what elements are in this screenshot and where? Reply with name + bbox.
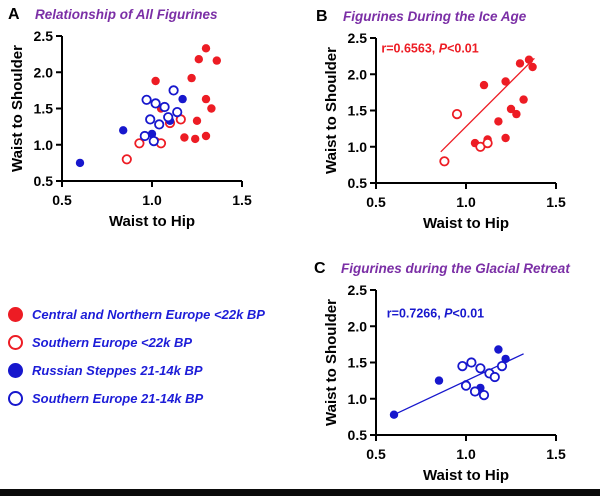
panel-a-label: A xyxy=(8,6,20,23)
svg-text:0.5: 0.5 xyxy=(366,446,386,462)
svg-text:0.5: 0.5 xyxy=(366,194,386,210)
svg-text:1.0: 1.0 xyxy=(456,194,476,210)
svg-text:1.0: 1.0 xyxy=(34,137,54,153)
legend-item-southern-europe-22k: Southern Europe <22k BP xyxy=(6,328,265,356)
svg-text:0.5: 0.5 xyxy=(34,173,54,189)
svg-text:1.5: 1.5 xyxy=(232,192,252,208)
panel-b-label: B xyxy=(316,8,328,25)
filled-red-circle-icon xyxy=(8,306,23,322)
svg-text:1.0: 1.0 xyxy=(456,446,476,462)
svg-text:1.5: 1.5 xyxy=(34,101,54,117)
filled-blue-circle-icon xyxy=(8,362,23,378)
legend-item-southern-europe-21-14k: Southern Europe 21-14k BP xyxy=(6,384,265,412)
svg-text:1.5: 1.5 xyxy=(546,446,566,462)
svg-text:2.0: 2.0 xyxy=(34,64,54,80)
svg-text:r=0.7266, P<0.01: r=0.7266, P<0.01 xyxy=(387,307,484,321)
svg-text:2.5: 2.5 xyxy=(348,282,368,298)
svg-text:1.0: 1.0 xyxy=(348,391,368,407)
svg-text:0.5: 0.5 xyxy=(52,192,72,208)
svg-text:Waist to Shoulder: Waist to Shoulder xyxy=(9,45,26,172)
svg-text:1.0: 1.0 xyxy=(142,192,162,208)
svg-text:1.5: 1.5 xyxy=(546,194,566,210)
scatter-plot-ice-age: 0.5 1.0 1.5 0.5 1.0 1.5 2.0 2.5 Waist to Hip Wais… xyxy=(323,30,566,232)
scatter-plot-all-figurines: 0.5 1.0 1.5 0.5 1.0 1.5 2.0 2.5 Waist to Hip Wais… xyxy=(9,28,252,230)
svg-text:Waist to Shoulder: Waist to Shoulder xyxy=(323,299,340,426)
svg-text:1.0: 1.0 xyxy=(348,139,368,155)
svg-text:0.5: 0.5 xyxy=(348,175,368,191)
legend-label: Central and Northern Europe <22k BP xyxy=(32,306,265,322)
legend-label: Russian Steppes 21-14k BP xyxy=(32,362,203,378)
svg-text:1.5: 1.5 xyxy=(348,103,368,119)
legend-item-russian-steppes: Russian Steppes 21-14k BP xyxy=(6,356,265,384)
svg-text:Waist to Shoulder: Waist to Shoulder xyxy=(323,47,340,174)
svg-text:0.5: 0.5 xyxy=(348,427,368,443)
panel-a-title: Relationship of All Figurines xyxy=(35,7,218,22)
svg-text:2.5: 2.5 xyxy=(348,30,368,46)
svg-text:1.5: 1.5 xyxy=(348,355,368,371)
svg-text:Waist to Hip: Waist to Hip xyxy=(423,215,509,232)
legend: Central and Northern Europe <22k BP Sout… xyxy=(6,300,265,412)
panel-c-title: Figurines during the Glacial Retreat xyxy=(341,261,570,276)
panel-c-label: C xyxy=(314,260,326,277)
bottom-bar xyxy=(0,489,600,496)
svg-text:2.0: 2.0 xyxy=(348,318,368,334)
scatter-plot-glacial-retreat: 0.5 1.0 1.5 0.5 1.0 1.5 2.0 2.5 Waist to Hip Wais… xyxy=(323,282,566,484)
panel-a-header: A Relationship of All Figurines xyxy=(8,6,218,24)
svg-text:2.5: 2.5 xyxy=(34,28,54,44)
legend-label: Southern Europe 21-14k BP xyxy=(32,390,204,406)
svg-text:Waist to Hip: Waist to Hip xyxy=(109,213,195,230)
svg-text:r=0.6563, P<0.01: r=0.6563, P<0.01 xyxy=(381,42,478,56)
panel-b-header: B Figurines During the Ice Age xyxy=(316,8,526,26)
panel-b-title: Figurines During the Ice Age xyxy=(343,9,527,24)
panel-c-header: C Figurines during the Glacial Retreat xyxy=(314,260,570,278)
legend-label: Southern Europe <22k BP xyxy=(32,334,193,350)
legend-item-central-northern-europe: Central and Northern Europe <22k BP xyxy=(6,300,265,328)
svg-text:2.0: 2.0 xyxy=(348,66,368,82)
open-red-circle-icon xyxy=(8,334,23,350)
open-blue-circle-icon xyxy=(8,390,23,406)
svg-text:Waist to Hip: Waist to Hip xyxy=(423,467,509,484)
